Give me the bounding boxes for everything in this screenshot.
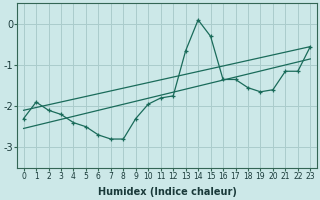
X-axis label: Humidex (Indice chaleur): Humidex (Indice chaleur) bbox=[98, 187, 236, 197]
